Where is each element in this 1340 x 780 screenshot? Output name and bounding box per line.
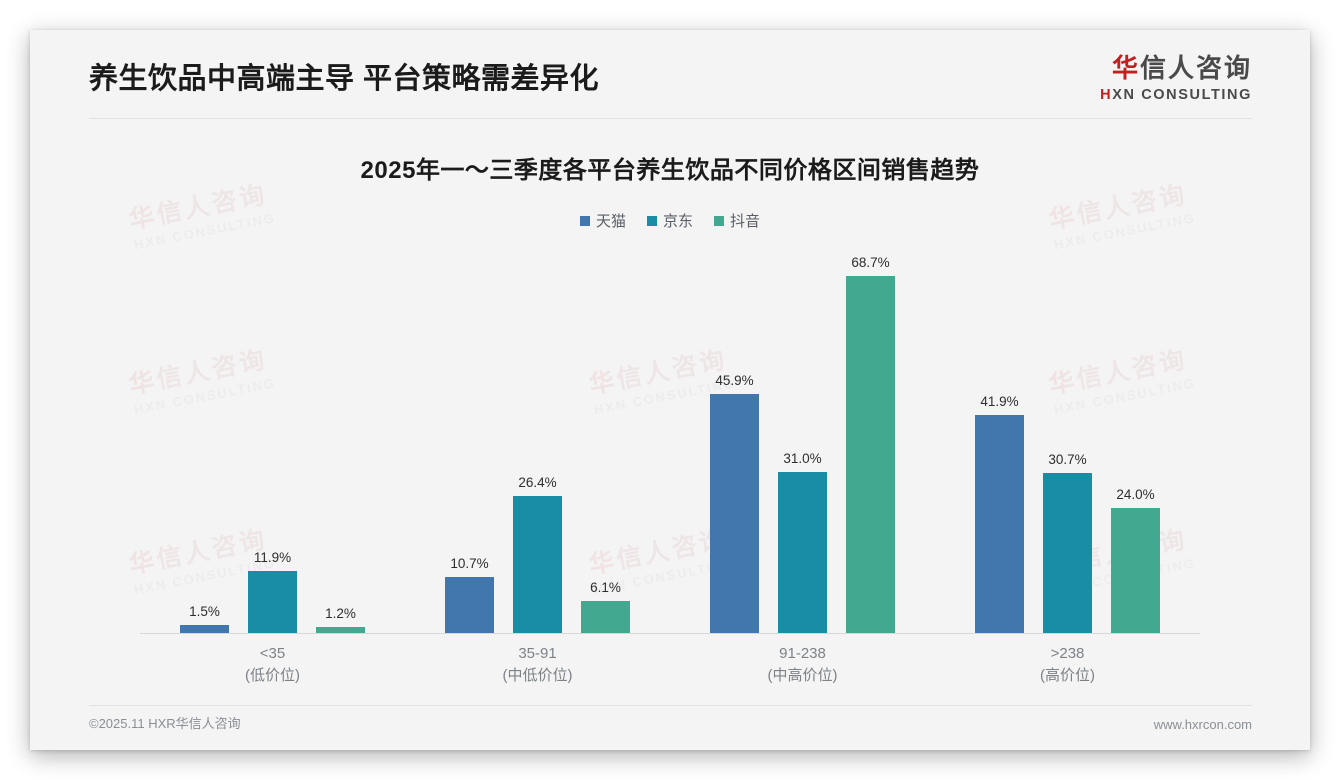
bar-value-label: 31.0% — [783, 450, 822, 466]
bar-rect — [180, 625, 229, 633]
legend-label-tmall: 天猫 — [595, 213, 626, 230]
x-axis-category-label: 35-91 (中低价位) — [405, 643, 670, 687]
bar-rect — [846, 275, 895, 633]
logo-cn-accent: 华 — [1111, 53, 1140, 83]
slide-canvas: 华信人咨询 HXN CONSULTING 华信人咨询 HXN CONSULTIN… — [30, 30, 1310, 750]
bar-group: 45.9% 31.0% 68.7% 91-238 (中高价位) — [670, 243, 935, 684]
company-logo: 华信人咨询 HXN CONSULTING — [1100, 55, 1252, 103]
bar-jd[interactable]: 11.9% — [248, 243, 297, 633]
legend-label-jd: 京东 — [662, 213, 693, 230]
legend-swatch-douyin — [714, 215, 724, 226]
x-axis-category-label: >238 (高价位) — [935, 643, 1200, 687]
legend-swatch-jd — [646, 215, 657, 226]
bar-douyin[interactable]: 24.0% — [1111, 243, 1160, 633]
x-axis-category-label: 91-238 (中高价位) — [670, 643, 935, 687]
bar-value-label: 45.9% — [715, 373, 754, 389]
chart-legend: 天猫 京东 抖音 — [30, 210, 1310, 231]
bar-rect — [316, 626, 365, 633]
bar-rect — [778, 471, 827, 633]
bar-tmall[interactable]: 1.5% — [180, 243, 229, 633]
legend-label-douyin: 抖音 — [730, 213, 761, 230]
logo-cn-text: 华信人咨询 — [1100, 55, 1252, 81]
footer-copyright: ©2025.11 HXR华信人咨询 — [89, 716, 241, 731]
bar-douyin[interactable]: 6.1% — [581, 243, 630, 633]
bar-jd[interactable]: 31.0% — [778, 243, 827, 633]
legend-item-jd[interactable]: 京东 — [646, 210, 693, 231]
footer-website[interactable]: www.hxrcon.com — [1153, 717, 1252, 732]
bar-value-label: 26.4% — [518, 474, 557, 490]
chart-title: 2025年一～三季度各平台养生饮品不同价格区间销售趋势 — [360, 157, 980, 184]
bar-value-label: 30.7% — [1048, 452, 1087, 468]
bar-rect — [513, 495, 562, 633]
bar-tmall[interactable]: 45.9% — [710, 243, 759, 633]
bar-rect — [710, 394, 759, 633]
header-divider — [89, 118, 1252, 119]
bar-rect — [1111, 508, 1160, 633]
slide-header: 养生饮品中高端主导 平台策略需差异化 华信人咨询 HXN CONSULTING — [30, 30, 1310, 117]
bar-value-label: 1.5% — [189, 604, 220, 620]
bar-value-label: 41.9% — [980, 394, 1019, 410]
bar-value-label: 1.2% — [325, 605, 356, 621]
bar-jd[interactable]: 26.4% — [513, 243, 562, 633]
bar-group: 1.5% 11.9% 1.2% <35 (低价位) — [140, 243, 405, 684]
footer-divider — [89, 705, 1252, 706]
x-axis-line — [140, 633, 1200, 634]
legend-item-douyin[interactable]: 抖音 — [714, 210, 760, 231]
bar-rect — [581, 601, 630, 633]
chart-plot-area: 1.5% 11.9% 1.2% <35 (低价位) 10.7% — [140, 240, 1200, 684]
bar-group: 10.7% 26.4% 6.1% 35-91 (中低价位) — [405, 243, 670, 684]
category-range: <35 — [259, 645, 286, 662]
logo-en-rest: XN CONSULTING — [1112, 87, 1252, 103]
bar-rect — [248, 571, 297, 633]
x-axis-category-label: <35 (低价位) — [140, 643, 405, 687]
bar-tmall[interactable]: 10.7% — [445, 243, 494, 633]
category-sublabel: (高价位) — [1040, 666, 1095, 684]
bar-tmall[interactable]: 41.9% — [975, 243, 1024, 633]
category-range: >238 — [1050, 645, 1085, 662]
category-range: 91-238 — [779, 645, 826, 662]
bar-value-label: 68.7% — [851, 254, 890, 270]
category-sublabel: (中低价位) — [502, 666, 573, 684]
bar-rect — [975, 415, 1024, 633]
page-title: 养生饮品中高端主导 平台策略需差异化 — [89, 63, 600, 95]
bar-value-label: 10.7% — [450, 556, 489, 572]
category-range: 35-91 — [518, 645, 557, 662]
bar-jd[interactable]: 30.7% — [1043, 243, 1092, 633]
bar-group: 41.9% 30.7% 24.0% >238 (高价位) — [935, 243, 1200, 684]
legend-item-tmall[interactable]: 天猫 — [579, 210, 626, 231]
logo-en-text: HXN CONSULTING — [1100, 88, 1252, 103]
bar-value-label: 11.9% — [253, 550, 292, 566]
category-sublabel: (低价位) — [245, 666, 300, 684]
bar-value-label: 6.1% — [590, 580, 621, 596]
logo-cn-rest: 信人咨询 — [1139, 53, 1252, 83]
bar-rect — [1043, 473, 1092, 633]
logo-en-accent: H — [1100, 87, 1113, 103]
bar-rect — [445, 577, 494, 633]
bar-value-label: 24.0% — [1116, 487, 1155, 503]
category-sublabel: (中高价位) — [767, 666, 838, 684]
bar-douyin[interactable]: 68.7% — [846, 243, 895, 633]
legend-swatch-tmall — [579, 215, 590, 226]
bar-douyin[interactable]: 1.2% — [316, 243, 365, 633]
